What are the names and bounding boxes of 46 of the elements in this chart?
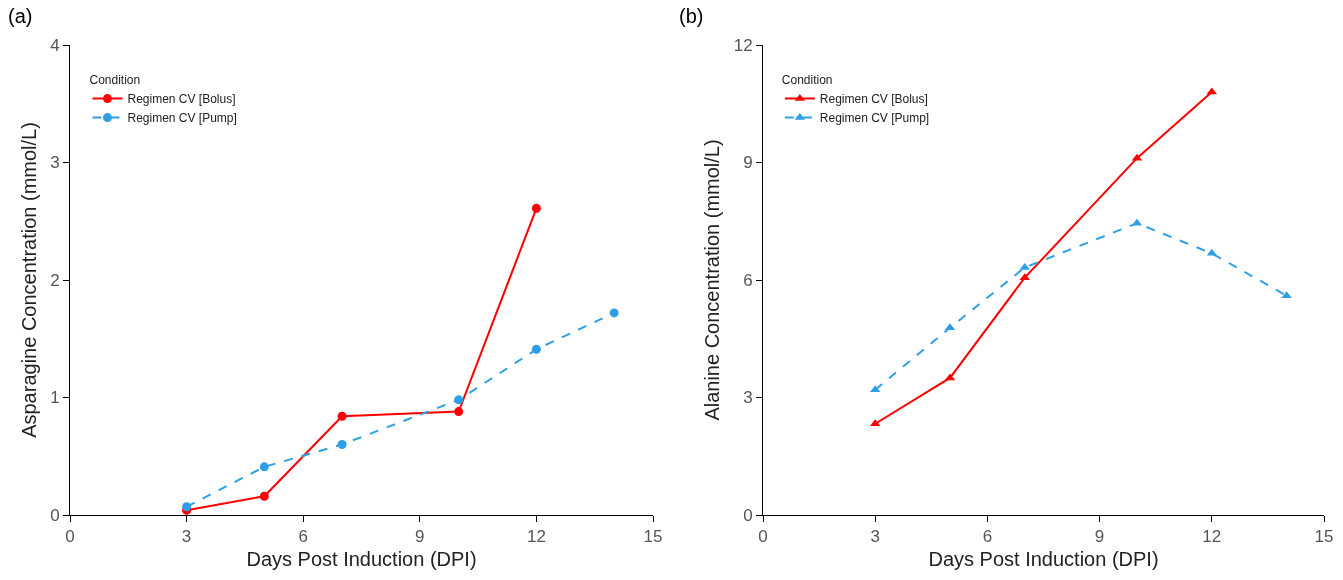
x-tick-label: 6 (982, 527, 993, 547)
x-tick-label: 12 (526, 527, 546, 547)
y-tick-label: 2 (50, 270, 60, 290)
point (609, 308, 619, 318)
x-tick-label: 3 (870, 527, 880, 547)
x-axis-title: Days Post Induction (DPI) (246, 547, 477, 570)
y-tick-label: 4 (50, 35, 60, 55)
point (1206, 87, 1217, 95)
point (531, 344, 541, 354)
legend-label: Regimen CV [Pump] (127, 111, 237, 126)
y-tick-label: 6 (743, 270, 753, 290)
y-tick-label: 0 (743, 505, 753, 525)
x-tick-label: 12 (1202, 527, 1222, 547)
x-tick-label: 15 (1314, 527, 1334, 547)
y-tick-label: 12 (733, 35, 753, 55)
point (1019, 262, 1030, 270)
legend-label: Regimen CV [Bolus] (819, 92, 928, 107)
point (454, 395, 464, 405)
chart-title: (a) (8, 4, 33, 27)
y-axis-title: Alanine Concentration (mmol/L) (701, 139, 724, 421)
x-tick-label: 0 (758, 527, 768, 547)
x-tick-label: 9 (1094, 527, 1105, 547)
y-tick-label: 9 (743, 153, 753, 173)
point (1206, 248, 1217, 256)
y-tick-label: 3 (743, 388, 753, 408)
y-axis-title: Asparagine Concentration (mmol/L) (17, 122, 40, 438)
x-tick-label: 6 (298, 527, 308, 547)
y-tick-label: 0 (50, 505, 60, 525)
legend-title: Condition (781, 73, 833, 88)
point (259, 462, 269, 472)
chart-title: (b) (679, 4, 704, 27)
point (337, 440, 347, 449)
x-tick-label: 0 (65, 527, 75, 547)
legend-label: Regimen CV [Pump] (819, 111, 930, 126)
point (337, 411, 347, 421)
point (454, 407, 464, 417)
legend-label: Regimen CV [Bolus] (127, 92, 236, 107)
point (259, 491, 269, 501)
x-axis-title: Days Post Induction (DPI) (928, 547, 1159, 570)
x-tick-label: 3 (181, 527, 192, 547)
legend-title: Condition (89, 73, 141, 88)
x-tick-label: 15 (643, 527, 663, 547)
y-tick-label: 3 (50, 153, 60, 173)
point (531, 203, 541, 213)
x-tick-label: 9 (415, 527, 425, 547)
y-tick-label: 1 (50, 388, 60, 408)
